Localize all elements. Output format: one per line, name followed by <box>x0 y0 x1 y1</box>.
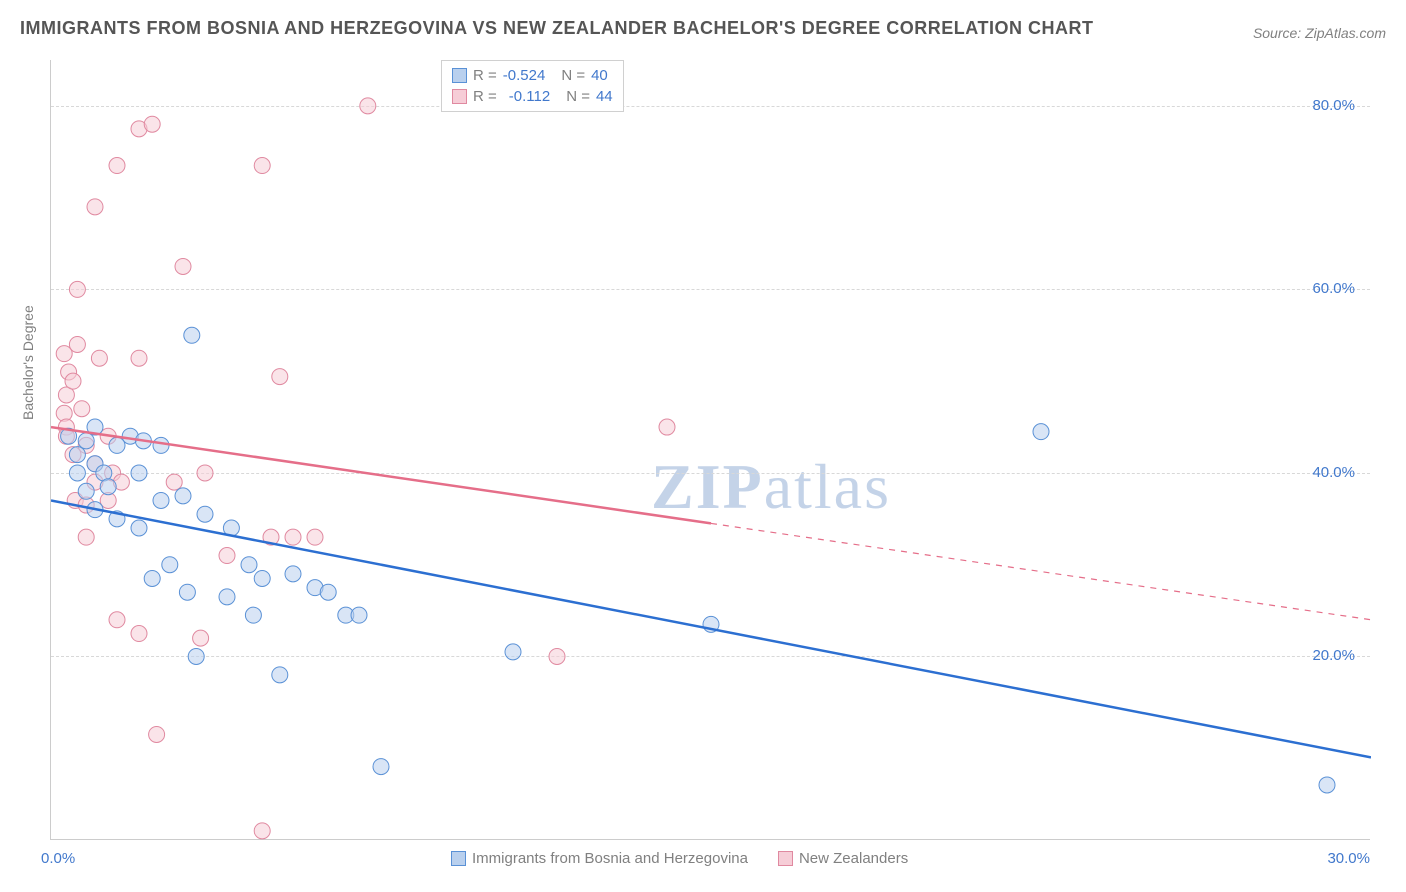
scatter-point <box>144 570 160 586</box>
scatter-point <box>373 759 389 775</box>
scatter-point <box>131 626 147 642</box>
scatter-point <box>131 520 147 536</box>
scatter-point <box>69 336 85 352</box>
scatter-point <box>69 447 85 463</box>
regression-line-dashed <box>711 523 1371 619</box>
chart-title: IMMIGRANTS FROM BOSNIA AND HERZEGOVINA V… <box>20 18 1093 39</box>
scatter-point <box>149 726 165 742</box>
scatter-point <box>179 584 195 600</box>
scatter-point <box>100 479 116 495</box>
scatter-point <box>175 488 191 504</box>
scatter-point <box>285 566 301 582</box>
scatter-point <box>245 607 261 623</box>
scatter-point <box>351 607 367 623</box>
scatter-point <box>131 465 147 481</box>
regression-line <box>51 427 711 523</box>
source-attribution: Source: ZipAtlas.com <box>1253 25 1386 41</box>
scatter-point <box>69 465 85 481</box>
legend-item-bosnia: Immigrants from Bosnia and Herzegovina <box>451 850 748 867</box>
scatter-point <box>78 483 94 499</box>
plot-area: ZIPatlas 80.0% 60.0% 40.0% 20.0% 0.0% 30… <box>50 60 1370 840</box>
scatter-point <box>69 281 85 297</box>
scatter-point <box>659 419 675 435</box>
series-label-nz: New Zealanders <box>799 850 908 867</box>
scatter-point <box>254 570 270 586</box>
scatter-point <box>219 589 235 605</box>
legend-item-nz: New Zealanders <box>778 850 908 867</box>
chart-container: IMMIGRANTS FROM BOSNIA AND HERZEGOVINA V… <box>0 0 1406 892</box>
scatter-point <box>78 433 94 449</box>
scatter-point <box>219 548 235 564</box>
scatter-point <box>188 648 204 664</box>
scatter-point <box>109 158 125 174</box>
scatter-point <box>131 350 147 366</box>
scatter-point <box>78 529 94 545</box>
scatter-point <box>549 648 565 664</box>
scatter-point <box>144 116 160 132</box>
scatter-svg <box>51 60 1371 840</box>
scatter-point <box>91 350 107 366</box>
x-tick-30: 30.0% <box>1327 850 1370 867</box>
scatter-point <box>254 158 270 174</box>
scatter-point <box>307 529 323 545</box>
scatter-point <box>184 327 200 343</box>
scatter-point <box>87 199 103 215</box>
x-tick-0: 0.0% <box>41 850 75 867</box>
swatch-bosnia <box>451 851 466 866</box>
scatter-point <box>285 529 301 545</box>
scatter-point <box>241 557 257 573</box>
scatter-point <box>360 98 376 114</box>
scatter-point <box>272 667 288 683</box>
scatter-point <box>153 437 169 453</box>
scatter-point <box>153 492 169 508</box>
scatter-point <box>175 258 191 274</box>
scatter-point <box>65 373 81 389</box>
series-label-bosnia: Immigrants from Bosnia and Herzegovina <box>472 850 748 867</box>
scatter-point <box>254 823 270 839</box>
swatch-nz <box>778 851 793 866</box>
scatter-point <box>320 584 336 600</box>
scatter-point <box>109 612 125 628</box>
scatter-point <box>166 474 182 490</box>
scatter-point <box>162 557 178 573</box>
scatter-point <box>74 401 90 417</box>
regression-line <box>51 500 1371 757</box>
scatter-point <box>1033 424 1049 440</box>
legend-series: Immigrants from Bosnia and Herzegovina N… <box>451 850 908 867</box>
scatter-point <box>197 465 213 481</box>
scatter-point <box>505 644 521 660</box>
scatter-point <box>197 506 213 522</box>
scatter-point <box>272 369 288 385</box>
scatter-point <box>193 630 209 646</box>
y-axis-label: Bachelor's Degree <box>20 305 36 420</box>
scatter-point <box>1319 777 1335 793</box>
